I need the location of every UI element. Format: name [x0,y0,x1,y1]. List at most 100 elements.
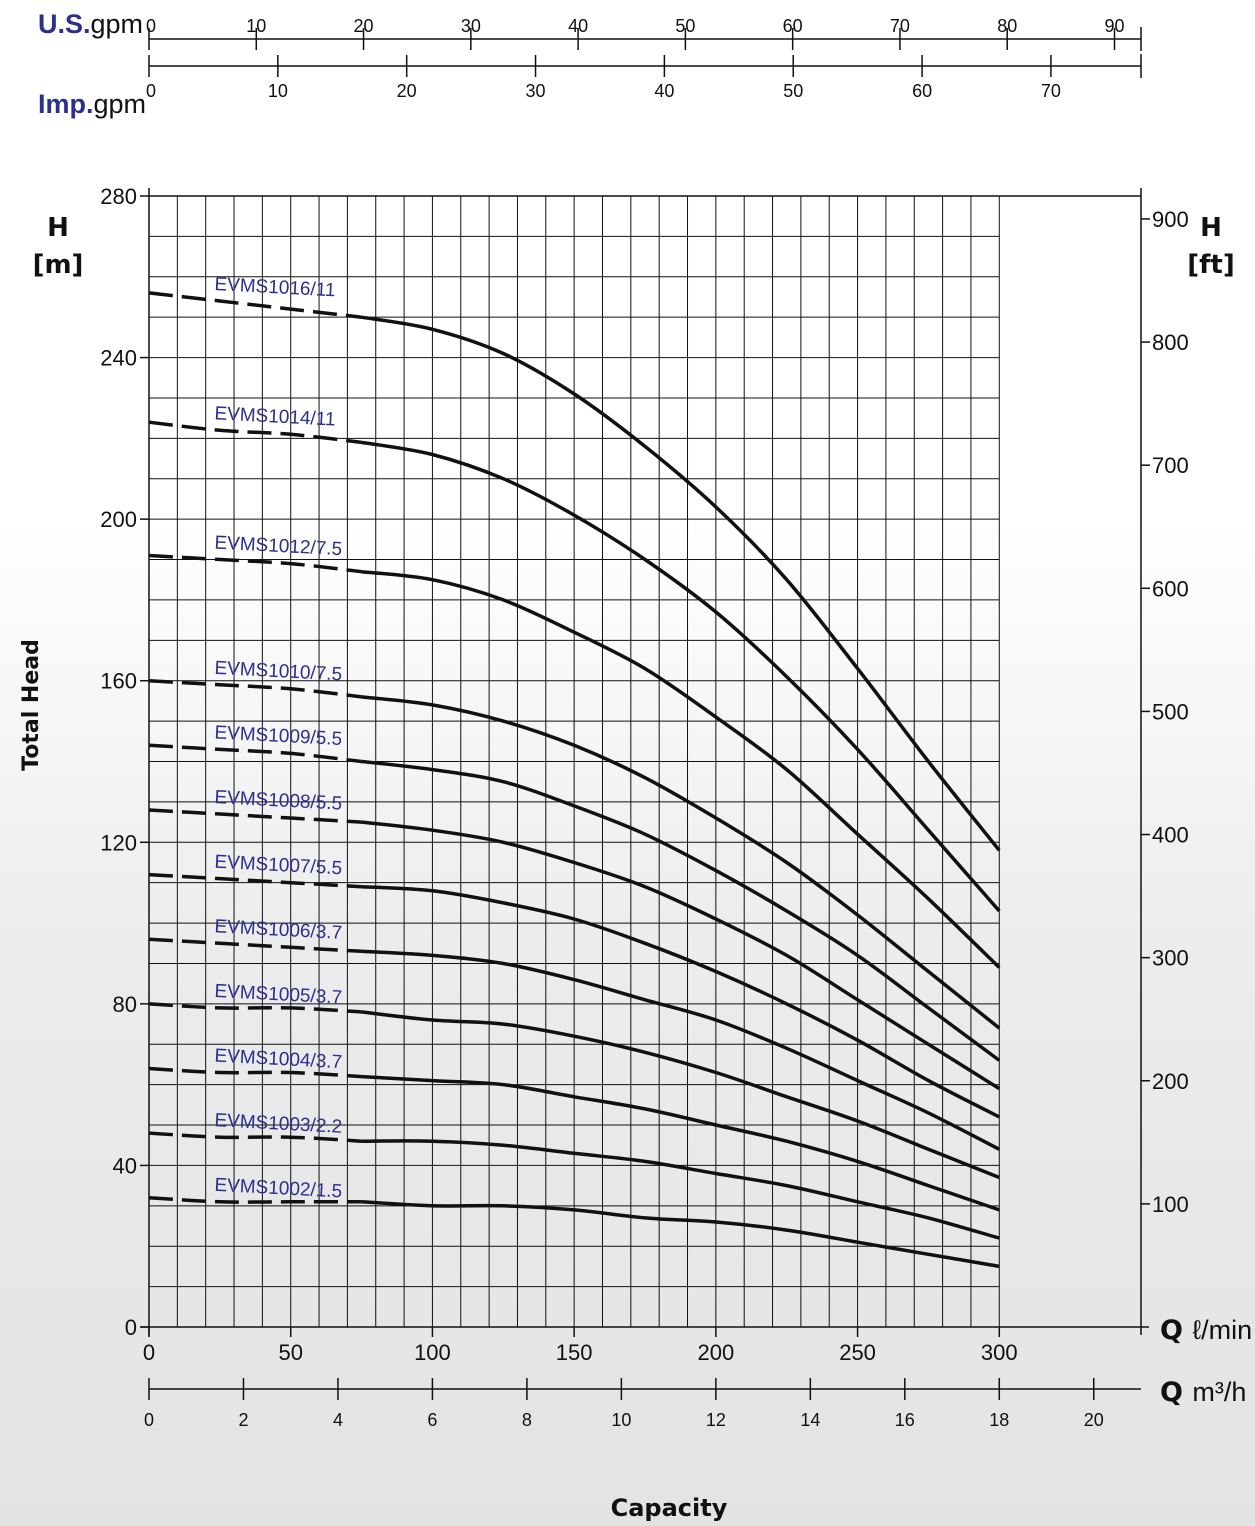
x-tick-label: 250 [839,1340,876,1365]
series-line [361,820,1001,1091]
y-right-tick-label: 400 [1152,823,1189,848]
series-line [361,440,1001,913]
y-tick-label: 240 [100,346,137,371]
x-tick-label: 150 [556,1340,593,1365]
series-label: EVMS1006/3.7 [214,916,343,944]
usgpm-tick-label: 80 [997,16,1017,36]
y-right-axis-unit: [ft] [1187,250,1235,280]
chart-grid [149,196,1000,1327]
m3h-tick-label: 18 [989,1410,1009,1430]
usgpm-axis-label: U.S.gpm [38,9,143,39]
m3h-tick-label: 20 [1084,1410,1104,1430]
usgpm-tick-label: 90 [1104,16,1124,36]
series-label: EVMS1002/1.5 [214,1175,343,1203]
series-line-dashed [148,808,362,824]
y-tick-label: 40 [113,1153,137,1178]
series-line-dashed [148,291,362,319]
impgpm-tick-label: 60 [912,81,932,101]
impgpm-tick-label: 20 [397,81,417,101]
series-line-dashed [148,872,362,889]
usgpm-tick-label: 50 [675,16,695,36]
series-label: EVMS1004/3.7 [214,1046,343,1074]
series-line-dashed [148,678,362,699]
x-tick-label: 200 [697,1340,734,1365]
series-line [361,759,1001,1062]
series-label: EVMS1014/11 [214,403,336,430]
series-line [361,1010,1000,1180]
usgpm-tick-label: 40 [568,16,588,36]
chart-curves [148,291,1001,1269]
series-label: EVMS1005/3.7 [214,981,343,1009]
m3h-tick-label: 6 [427,1410,437,1430]
series-line [361,884,1001,1119]
series-line-dashed [148,1131,362,1143]
series-line-dashed [148,743,362,764]
series-label: EVMS1008/5.5 [214,787,343,815]
y-right-tick-label: 800 [1152,330,1189,355]
y-right-tick-label: 200 [1152,1069,1189,1094]
m3h-tick-label: 0 [144,1410,154,1430]
usgpm-tick-label: 0 [146,16,156,36]
y-right-tick-label: 500 [1152,699,1189,724]
series-line-dashed [148,937,362,954]
chart-text: 0408012016020024028010020030040050060070… [19,9,1252,1522]
y-right-tick-label: 100 [1152,1192,1189,1217]
y-tick-label: 80 [113,992,137,1017]
series-line-dashed [148,420,362,445]
series-line [361,1074,1000,1212]
y-axis-unit: [m] [33,250,84,280]
series-label: EVMS1012/7.5 [214,533,343,561]
x-tick-label: 100 [414,1340,451,1365]
m3h-tick-label: 10 [611,1410,631,1430]
impgpm-tick-label: 40 [654,81,674,101]
impgpm-tick-label: 30 [526,81,546,101]
y-right-tick-label: 600 [1152,576,1189,601]
chart-axes [140,27,1150,1400]
series-line [361,1200,1000,1269]
m3h-tick-label: 4 [333,1410,343,1430]
series-label: EVMS1009/5.5 [214,722,343,750]
m3h-tick-label: 2 [238,1410,248,1430]
x-axis-unit-lmin: Q ℓ/min [1160,1315,1252,1346]
m3h-tick-label: 8 [522,1410,532,1430]
y-tick-label: 0 [125,1315,137,1340]
x-tick-label: 0 [143,1340,155,1365]
x-tick-label: 300 [981,1340,1018,1365]
series-line [361,695,1001,1030]
y-right-tick-label: 300 [1152,946,1189,971]
m3h-tick-label: 12 [706,1410,726,1430]
series-line-dashed [148,553,362,574]
y-tick-label: 280 [100,184,137,209]
y-right-tick-label: 700 [1152,453,1189,478]
x-tick-label: 50 [278,1340,302,1365]
series-line [361,569,1001,969]
y-tick-label: 200 [100,507,137,532]
usgpm-tick-label: 10 [246,16,266,36]
x-axis-label: Capacity [611,1494,728,1522]
series-line-dashed [148,1002,362,1014]
usgpm-tick-label: 20 [354,16,374,36]
series-label: EVMS1007/5.5 [214,852,343,880]
usgpm-tick-label: 60 [783,16,803,36]
impgpm-axis-label: Imp.gpm [38,89,146,119]
m3h-tick-label: 14 [800,1410,820,1430]
series-line [361,315,1001,852]
series-label: EVMS1016/11 [214,274,336,301]
y-right-tick-label: 900 [1152,207,1189,232]
series-line [361,949,1001,1151]
impgpm-tick-label: 10 [268,81,288,101]
series-label: EVMS1003/2.2 [214,1110,343,1138]
y-tick-label: 120 [100,830,137,855]
impgpm-tick-label: 0 [146,81,156,101]
m3h-tick-label: 16 [895,1410,915,1430]
y-right-axis-title: H [1200,213,1222,243]
usgpm-tick-label: 30 [461,16,481,36]
series-line-dashed [148,1066,362,1079]
y-axis-title: H [47,213,69,243]
series-label: EVMS1010/7.5 [214,658,343,686]
series-line [361,1139,1000,1240]
x-axis-unit-m3h: Q m³/h [1160,1377,1246,1408]
y-axis-label: Total Head [19,639,44,771]
impgpm-tick-label: 50 [783,81,803,101]
